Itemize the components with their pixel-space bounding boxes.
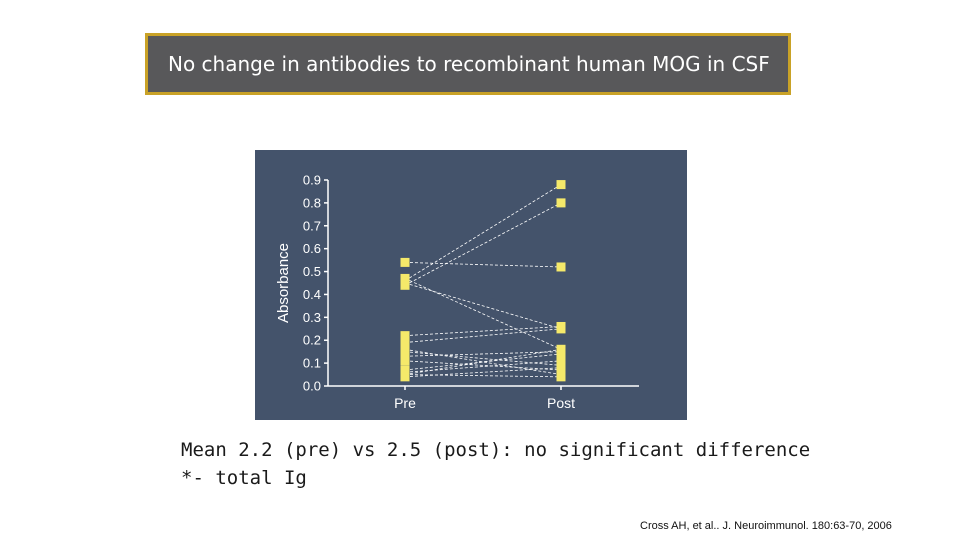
post-point <box>556 363 566 373</box>
pre-point <box>400 278 410 288</box>
post-point <box>556 349 566 359</box>
y-tick-label: 0.4 <box>303 287 321 302</box>
y-tick-label: 0.8 <box>303 195 321 210</box>
pair-line <box>404 202 562 286</box>
chart: 0.0 0.1 0.2 0.3 0.4 0.5 0.6 0.7 0.8 0.9 Pre Post Abs… <box>255 150 687 420</box>
y-tick-label: 0.2 <box>303 333 321 348</box>
pair-line <box>404 374 562 378</box>
post-point <box>556 344 566 354</box>
pre-point <box>400 370 410 380</box>
post-point <box>556 262 566 272</box>
post-point <box>556 198 566 208</box>
y-tick-label: 0.0 <box>303 379 321 394</box>
post-point <box>556 356 566 366</box>
pre-point <box>400 257 410 267</box>
x-tick-label: Post <box>547 395 575 411</box>
pair-line <box>404 262 562 268</box>
title-box: No change in antibodies to recombinant h… <box>145 33 791 95</box>
pair-line <box>404 360 562 371</box>
pair-line <box>404 326 562 337</box>
pre-point <box>400 331 410 341</box>
pair-line <box>404 328 562 343</box>
y-tick-label: 0.5 <box>303 264 321 279</box>
pre-point <box>400 351 410 361</box>
post-point <box>556 324 566 334</box>
post-point <box>556 180 566 190</box>
pair-line <box>404 184 562 282</box>
pair-line <box>404 348 562 375</box>
pair-line <box>404 278 562 350</box>
pair-line <box>404 282 562 330</box>
pre-point <box>400 273 410 283</box>
y-tick-label: 0.3 <box>303 310 321 325</box>
pair-line <box>404 351 562 357</box>
y-tick-label: 0.1 <box>303 356 321 371</box>
y-tick-label: 0.7 <box>303 218 321 233</box>
x-tick-label: Pre <box>394 395 416 411</box>
y-axis-label: Absorbance <box>275 243 292 323</box>
citation: Cross AH, et al.. J. Neuroimmunol. 180:6… <box>640 520 892 532</box>
slide-title: No change in antibodies to recombinant h… <box>168 52 770 76</box>
y-tick-label: 0.6 <box>303 241 321 256</box>
caption-line-2: *- total Ig <box>181 467 307 489</box>
caption: Mean 2.2 (pre) vs 2.5 (post): no signifi… <box>181 436 810 492</box>
chart-svg: 0.0 0.1 0.2 0.3 0.4 0.5 0.6 0.7 0.8 0.9 Pre Post Abs… <box>255 150 687 420</box>
pre-point <box>400 356 410 366</box>
pre-point <box>400 347 410 357</box>
pre-point <box>400 338 410 348</box>
plot-background <box>255 150 687 420</box>
y-tick-label: 0.9 <box>303 173 321 188</box>
caption-line-1: Mean 2.2 (pre) vs 2.5 (post): no signifi… <box>181 439 811 461</box>
post-point <box>556 372 566 382</box>
pair-line <box>404 353 562 371</box>
